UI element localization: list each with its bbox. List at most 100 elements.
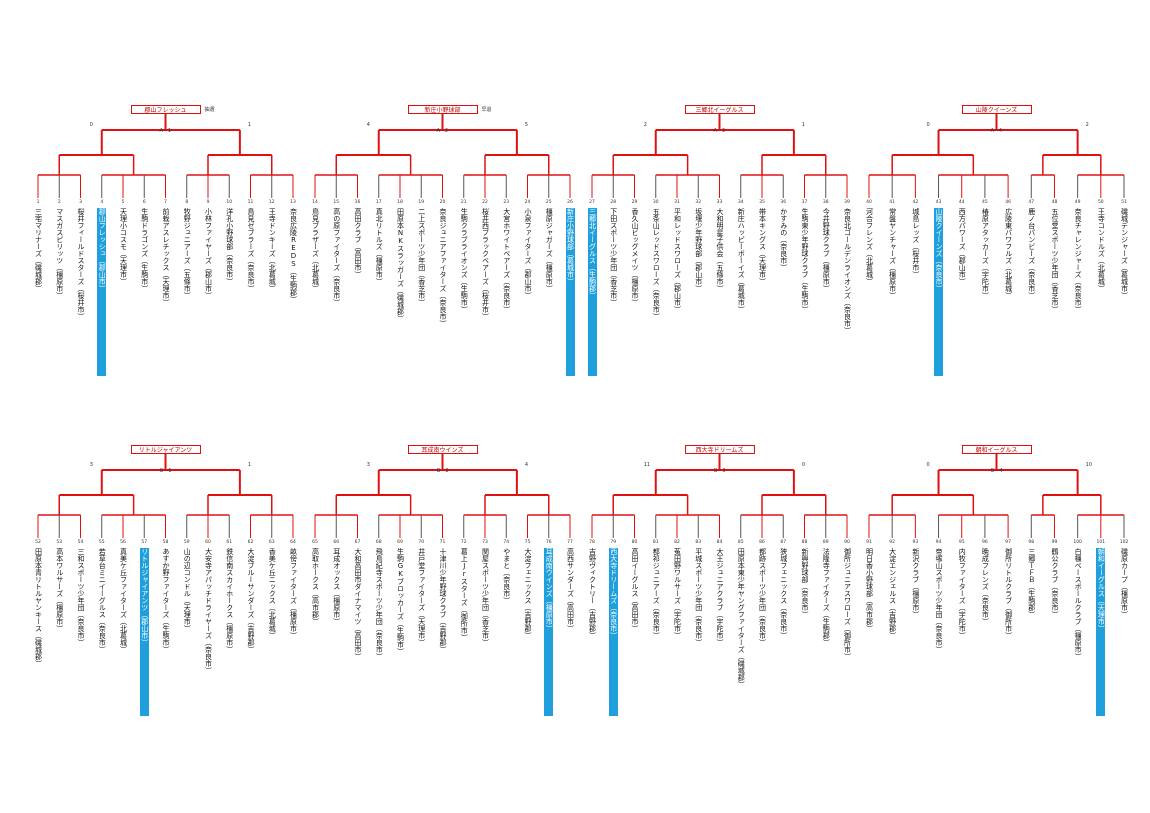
team-name: 生駒ドラゴンズ（生駒市） bbox=[140, 208, 149, 292]
team-name: 白橿ベースボールクラブ（橿原市） bbox=[1074, 548, 1083, 660]
team-number: 1 bbox=[36, 200, 40, 205]
team-name: マスガスピリッツ（橿原市） bbox=[55, 208, 64, 299]
team-name: 王寺コンドルズ（北葛城） bbox=[1097, 208, 1106, 292]
team-name: 大和明星子供会（五條市） bbox=[716, 208, 724, 292]
score: 0 bbox=[89, 122, 93, 128]
team-number: 68 bbox=[375, 540, 382, 545]
team-name: あすか野ファイターズ（生駒市） bbox=[162, 548, 170, 653]
team-number: 86 bbox=[759, 540, 765, 545]
match-label: G－1 bbox=[159, 468, 172, 474]
score: 5 bbox=[524, 122, 529, 128]
team-name: 大淀ブルーサンダーズ（吉野郡） bbox=[247, 548, 255, 653]
team-number: 70 bbox=[418, 540, 425, 545]
team-name: 鉄信南スカイホークス（橿原市） bbox=[225, 548, 234, 653]
champion-box: 三郷北イーグルス bbox=[684, 105, 755, 114]
team-name: 明日香小野球部（高市郡） bbox=[865, 548, 874, 632]
team-name: やまと（奈良市） bbox=[502, 548, 511, 604]
team-number: 33 bbox=[716, 200, 723, 205]
team-name: 高取ホークス（高市郡） bbox=[311, 548, 320, 625]
team-number: 13 bbox=[290, 200, 296, 205]
team-name: 吉野ヴィクトリー（吉野郡） bbox=[588, 548, 597, 639]
team-number: 65 bbox=[312, 540, 318, 545]
team-name: 小泉ファイターズ（郡山市） bbox=[524, 208, 532, 299]
team-number: 37 bbox=[801, 200, 808, 205]
score: 3 bbox=[366, 462, 370, 468]
team-name: 広陵東パワフルズ（北葛城） bbox=[1004, 208, 1013, 299]
team-number: 41 bbox=[889, 200, 896, 205]
team-name: 大和高田市ダイナマイツ（高田市） bbox=[354, 548, 362, 660]
team-number: 32 bbox=[695, 200, 702, 205]
team-name: 新沢クラブ（橿原市） bbox=[911, 548, 920, 618]
champion-box: 朝和イーグルス bbox=[961, 445, 1032, 454]
team-name: 奈良北ゴールデンライオンズ（奈良市） bbox=[843, 208, 852, 334]
champion-box: 耳成南ウインズ bbox=[407, 445, 478, 454]
team-number: 58 bbox=[162, 540, 169, 545]
team-name: 真美ケ丘ファイターズ（北葛城） bbox=[119, 548, 128, 653]
team-number: 51 bbox=[1121, 200, 1127, 205]
team-number: 12 bbox=[268, 200, 275, 205]
team-number: 93 bbox=[912, 540, 919, 545]
team-number: 89 bbox=[822, 540, 829, 545]
team-number: 102 bbox=[1119, 540, 1129, 545]
team-name: 法隆寺ファイターズ（生駒郡） bbox=[822, 548, 831, 646]
team-name: 椿原アタッカーズ（宇陀市） bbox=[981, 208, 990, 299]
team-name: 三和スポーツ少年団（奈良市） bbox=[77, 548, 85, 646]
team-name: 鳥見ブラザーズ（北葛城） bbox=[311, 208, 320, 292]
team-name: 井戸堂ファイターズ（天理市） bbox=[417, 548, 426, 646]
team-name: 葛上Jrスターズ（御所市） bbox=[460, 548, 469, 641]
team-number: 48 bbox=[1051, 200, 1058, 205]
result-tag: 抽選 bbox=[204, 107, 215, 113]
team-name: 磯城デンジャーズ（葛城市） bbox=[1120, 208, 1129, 299]
team-number: 101 bbox=[1096, 540, 1106, 545]
team-name: 畝傍ファイターズ（橿原市） bbox=[289, 548, 298, 639]
team-number: 71 bbox=[439, 540, 446, 545]
team-number: 30 bbox=[652, 200, 659, 205]
team-number: 38 bbox=[822, 200, 829, 205]
team-name: 高の原ファイターズ（奈良市） bbox=[332, 208, 341, 306]
team-name: 王寺ドンキーズ（北葛城） bbox=[268, 208, 277, 292]
team-number: 53 bbox=[56, 540, 63, 545]
team-name: 鹿ノ台パンビーズ（奈良市） bbox=[1027, 208, 1036, 299]
team-name: 田原本東少年ヤングファイターズ（磯城郡） bbox=[737, 548, 746, 688]
team-number: 19 bbox=[418, 200, 425, 205]
team-name: 桜井フィールドスターズ（桜井市） bbox=[77, 208, 85, 320]
team-number: 77 bbox=[567, 540, 573, 545]
team-name: 新庄ハッピーボーイズ（葛城市） bbox=[737, 208, 746, 313]
team-name: リトルジャイアンツ（郡山市） bbox=[139, 548, 149, 716]
team-name: 新興野球部（奈良市） bbox=[801, 548, 809, 618]
team-name: 大安寺アパッチドライヤーズ（奈良市） bbox=[204, 548, 213, 674]
team-name: 下田スポーツ少年団（香芝市） bbox=[609, 208, 618, 306]
team-name: 生駒クラブライオンズ（生駒市） bbox=[460, 208, 469, 313]
team-number: 67 bbox=[354, 540, 361, 545]
match-label: A－4 bbox=[990, 128, 1003, 134]
team-name: 橿原ジャガーズ（橿原市） bbox=[545, 208, 554, 292]
team-number: 22 bbox=[482, 200, 488, 205]
team-name: 大王ジュニアクラブ（宇陀市） bbox=[716, 548, 724, 646]
team-number: 84 bbox=[716, 540, 723, 545]
team-name: 高西サンダーズ（高田市） bbox=[566, 548, 575, 632]
team-name: 都跡スポーツ少年団（奈良市） bbox=[758, 548, 767, 646]
team-number: 96 bbox=[982, 540, 988, 545]
team-name: 平城スポーツ少年団（奈良市） bbox=[694, 548, 703, 646]
team-number: 24 bbox=[524, 200, 531, 205]
team-name: 高田クラブ（高田市） bbox=[354, 208, 362, 278]
team-number: 2 bbox=[57, 200, 61, 205]
team-number: 20 bbox=[439, 200, 446, 205]
score: 0 bbox=[926, 122, 930, 128]
team-name: 三宅マリナーズ（磯城郡） bbox=[34, 208, 43, 292]
team-name: 狭城フェニックス（奈良市） bbox=[779, 548, 788, 639]
team-number: 80 bbox=[631, 540, 638, 545]
team-number: 47 bbox=[1028, 200, 1035, 205]
team-name: 帝塚山スポーツ少年団（奈良市） bbox=[935, 548, 944, 653]
team-number: 27 bbox=[589, 200, 595, 205]
team-name: 山陵クイーンズ（奈良市） bbox=[934, 208, 944, 376]
champion-box: 山陵クイーンズ bbox=[961, 105, 1032, 114]
champion-box: リトルジャイアンツ bbox=[130, 445, 201, 454]
team-number: 94 bbox=[935, 540, 942, 545]
team-number: 78 bbox=[589, 540, 595, 545]
team-name: 都祁ジュニアーズ（奈良市） bbox=[652, 548, 661, 639]
team-number: 43 bbox=[935, 200, 942, 205]
match-label: A－1 bbox=[159, 128, 172, 134]
team-number: 3 bbox=[79, 200, 82, 205]
